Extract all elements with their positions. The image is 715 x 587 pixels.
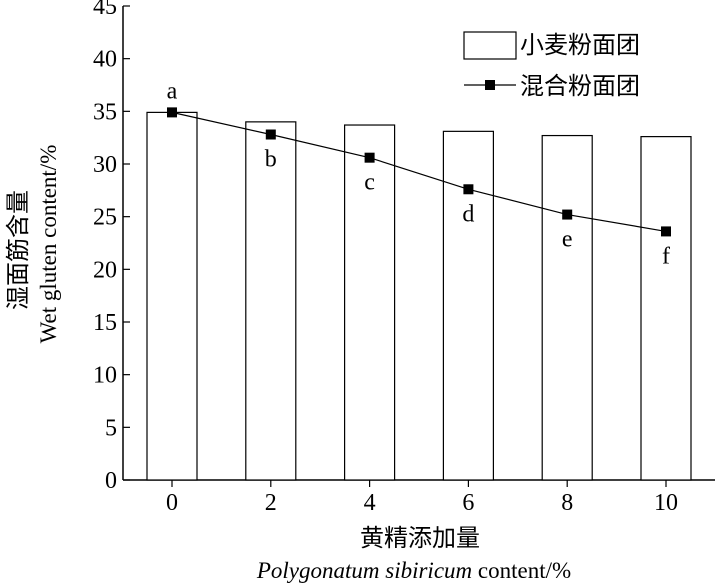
legend-line-label: 混合粉面团: [520, 72, 640, 100]
significance-label: f: [662, 243, 670, 269]
y-tick-label: 20: [93, 257, 117, 283]
ticks: 0 5 10 15 20 25 30 35 40 45 0 2 4 6 8 10: [93, 0, 678, 516]
y-tick-label: 35: [93, 99, 117, 125]
x-axis-title-cn: 黄精添加量: [360, 524, 480, 552]
y-tick-label: 30: [93, 152, 117, 178]
bars: [146, 111, 692, 481]
x-tick-label: 0: [166, 490, 178, 516]
legend-line-marker: [485, 80, 495, 90]
x-tick-label: 2: [265, 490, 277, 516]
x-tick-label: 10: [654, 490, 678, 516]
significance-labels: a b c d e f: [167, 78, 670, 269]
significance-label: a: [167, 78, 178, 104]
bar: [640, 136, 692, 481]
y-axis-title: 湿面筋含量 Wet gluten content/%: [4, 145, 61, 344]
series-point: [661, 226, 671, 237]
bar: [245, 121, 297, 481]
series-point: [463, 184, 474, 195]
significance-label: b: [265, 147, 277, 173]
x-axis-title-en-italic: Polygonatum sibiricum: [256, 558, 472, 583]
series-point: [562, 209, 573, 220]
y-tick-label: 45: [93, 0, 117, 20]
bar: [442, 130, 494, 481]
significance-label: e: [562, 227, 573, 253]
legend: 小麦粉面团 混合粉面团: [463, 31, 640, 100]
y-axis-title-en: Wet gluten content/%: [36, 145, 61, 344]
y-tick-label: 5: [105, 415, 117, 441]
bar: [344, 124, 396, 481]
y-tick-label: 0: [105, 468, 117, 494]
legend-bar-label: 小麦粉面团: [520, 31, 640, 59]
x-tick-label: 6: [462, 490, 474, 516]
x-axis-title: 黄精添加量 Polygonatum sibiricum content/%: [256, 524, 571, 583]
y-axis-title-cn: 湿面筋含量: [4, 190, 32, 310]
x-axis-title-en-rest: content/%: [472, 558, 571, 583]
axes: [122, 6, 715, 481]
y-tick-label: 10: [93, 363, 117, 389]
x-tick-label: 4: [364, 490, 376, 516]
significance-label: c: [364, 170, 375, 196]
series-point: [364, 152, 375, 163]
bar: [541, 134, 593, 481]
x-axis-title-en: Polygonatum sibiricum content/%: [256, 558, 571, 583]
significance-label: d: [462, 201, 474, 227]
legend-bar-swatch: [463, 31, 517, 60]
x-tick-label: 8: [561, 490, 573, 516]
series-point: [265, 129, 276, 140]
line-series: [167, 107, 671, 237]
series-point: [167, 107, 177, 118]
y-tick-label: 40: [93, 47, 117, 73]
y-tick-label: 15: [93, 310, 117, 336]
series-line: [171, 111, 667, 233]
y-tick-label: 25: [93, 205, 117, 231]
bar: [146, 111, 198, 481]
